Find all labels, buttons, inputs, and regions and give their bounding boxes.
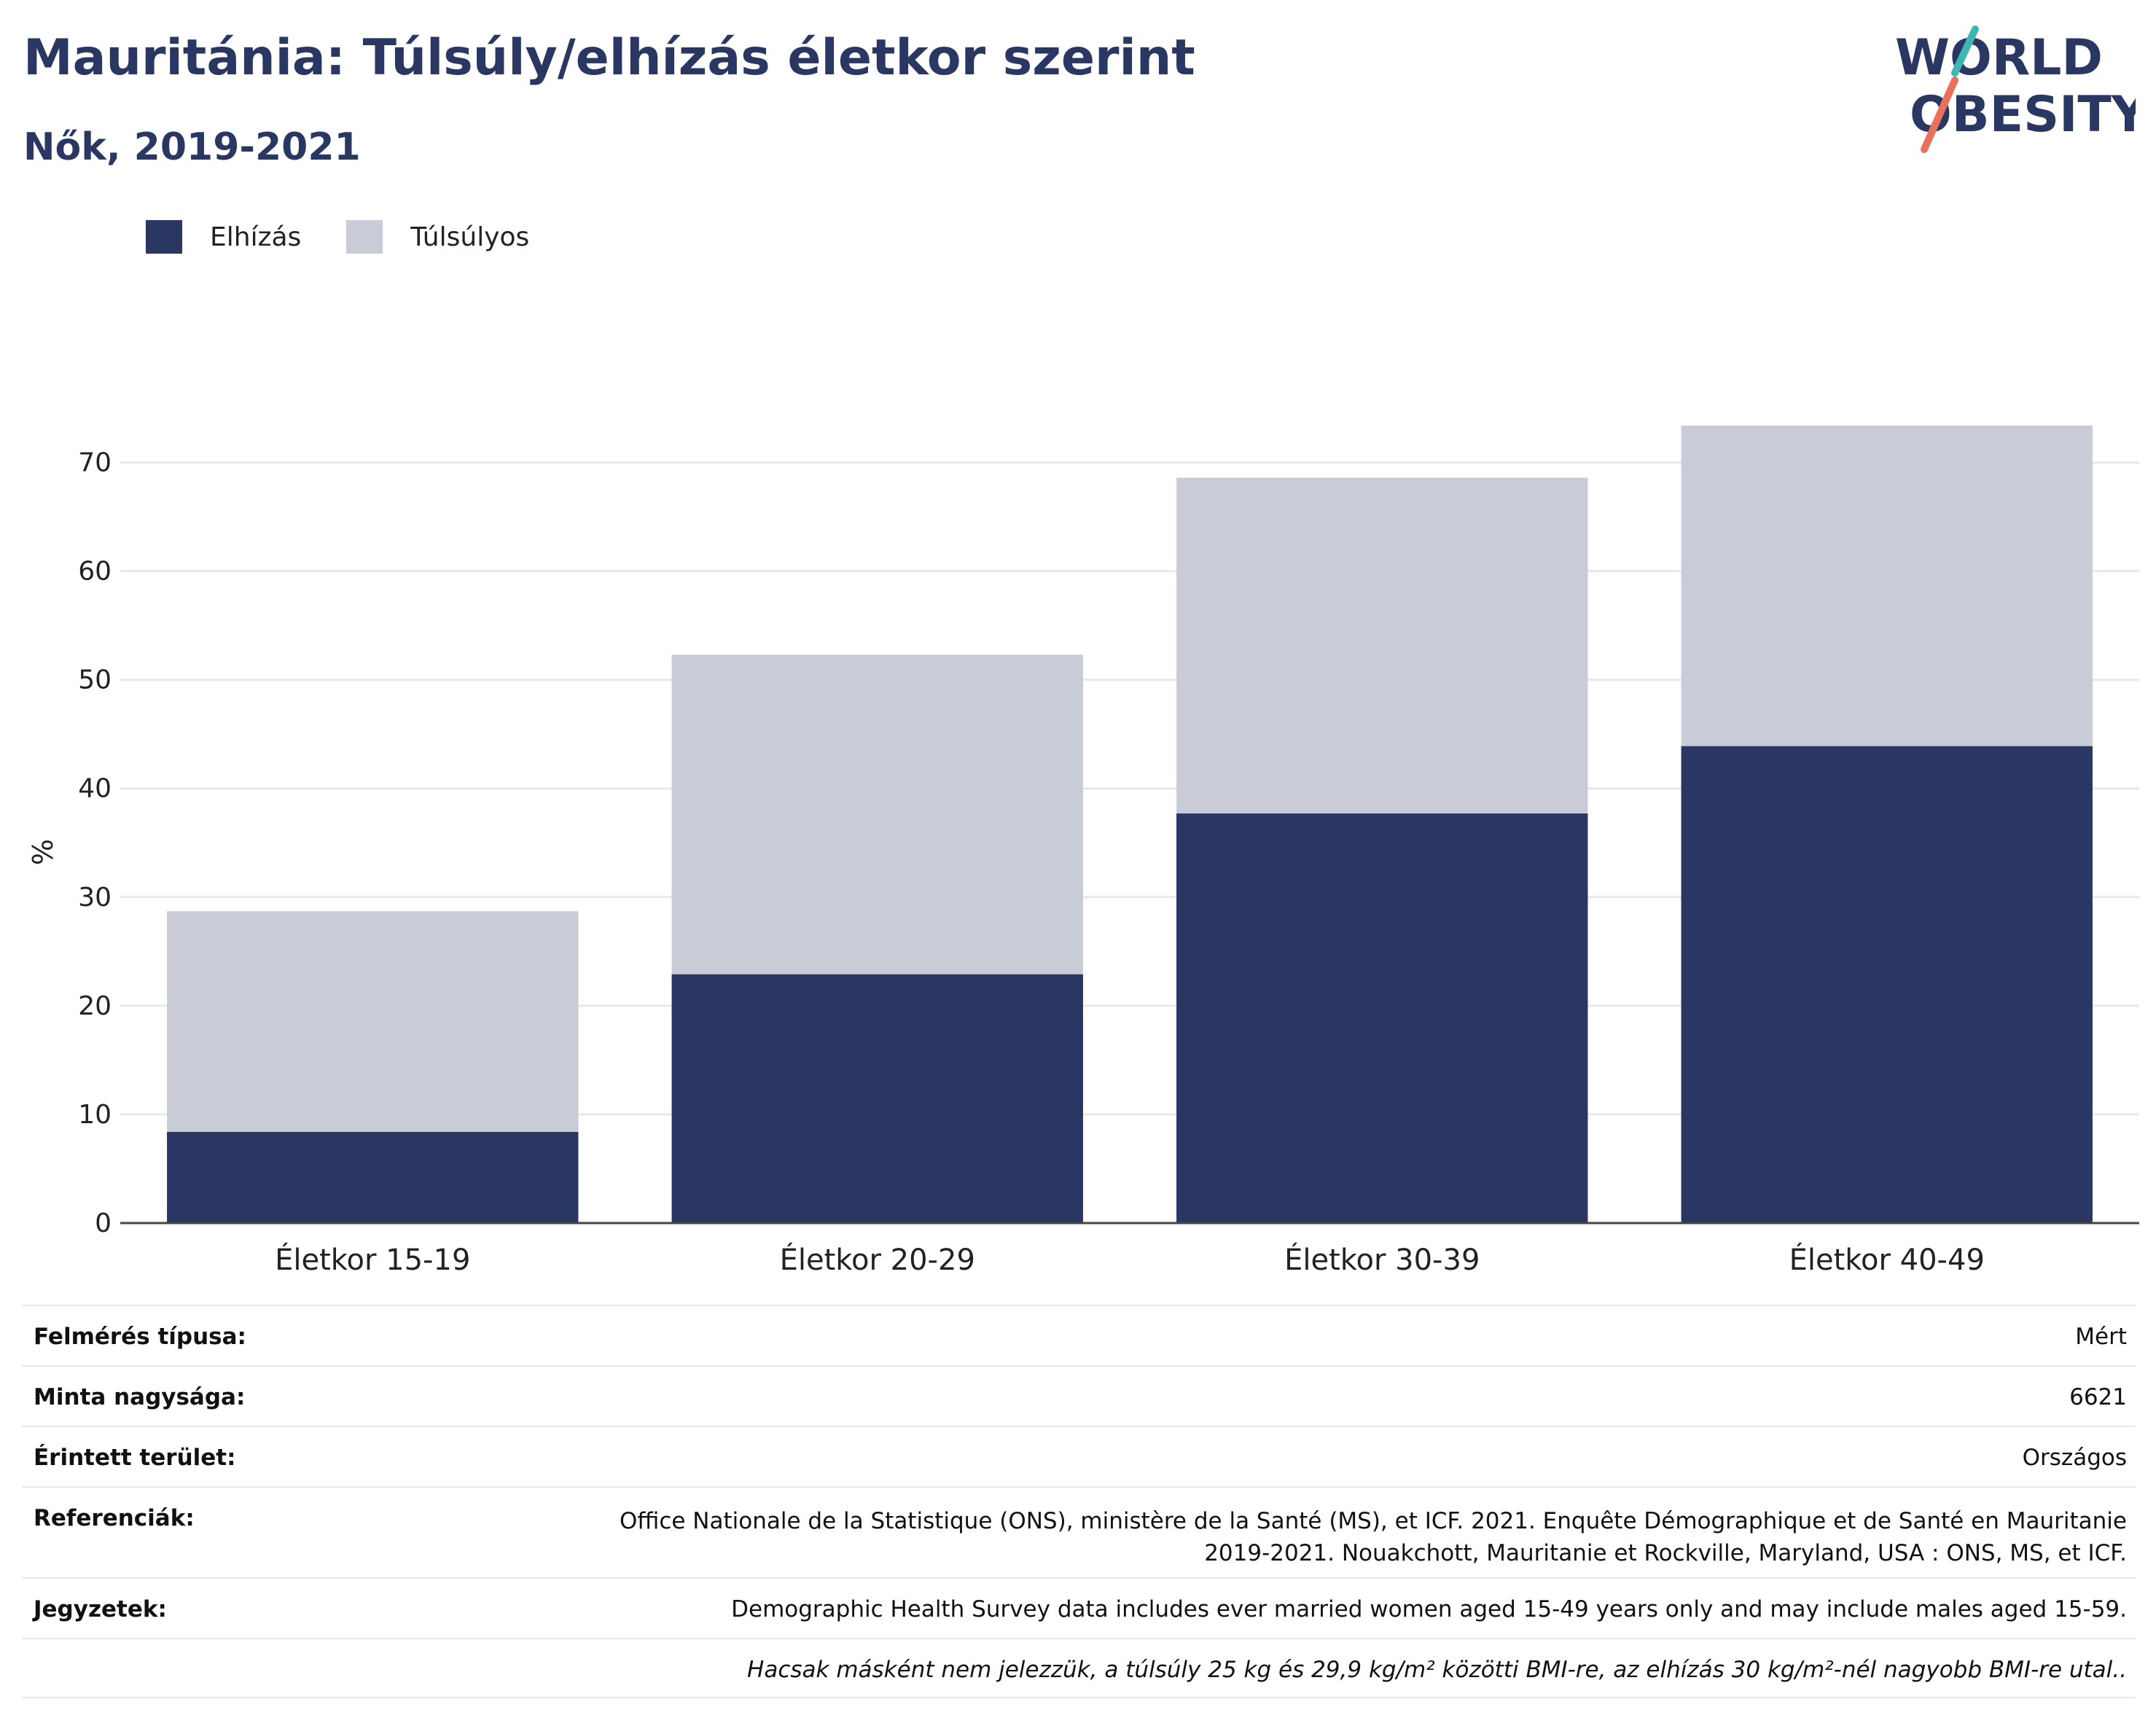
legend-swatch-elhizas [146, 220, 182, 254]
bar-elhizas [671, 974, 1083, 1223]
legend-item-elhizas[interactable]: Elhízás [146, 220, 301, 254]
info-key: Felmérés típusa: [34, 1324, 246, 1350]
y-tick-label: 70 [78, 448, 112, 478]
info-row-notes: Jegyzetek: Demographic Health Survey dat… [22, 1577, 2136, 1638]
legend-swatch-tulsulyos [346, 220, 383, 254]
info-row-survey-type: Felmérés típusa: Mért [22, 1305, 2136, 1365]
y-tick-label: 0 [95, 1208, 112, 1238]
info-row-sample-size: Minta nagysága: 6621 [22, 1365, 2136, 1426]
bar-elhizas [1176, 813, 1588, 1223]
logo-word-world: WORLD [1895, 29, 2103, 87]
legend-label-elhizas: Elhízás [210, 222, 302, 252]
info-value: Office Nationale de la Statistique (ONS)… [619, 1508, 2127, 1566]
bar-tulsulyos [671, 655, 1083, 975]
y-tick-label: 20 [78, 991, 112, 1021]
y-tick-label: 30 [78, 883, 112, 913]
bar-elhizas [167, 1131, 579, 1223]
bar-tulsulyos [1681, 425, 2093, 746]
legend-label-tulsulyos: Túlsúlyos [410, 222, 530, 252]
chart-legend: Elhízás Túlsúlyos [146, 219, 574, 255]
survey-info-table: Felmérés típusa: Mért Minta nagysága: 66… [22, 1305, 2136, 1698]
info-row-footnote: Hacsak másként nem jelezzük, a túlsúly 2… [22, 1638, 2136, 1698]
world-obesity-logo: WORLD OBESITY [1895, 26, 2136, 153]
info-key: Érintett terület: [34, 1445, 236, 1471]
y-tick-label: 60 [78, 557, 112, 587]
bar-tulsulyos [167, 911, 579, 1132]
info-key: Minta nagysága: [34, 1384, 246, 1410]
y-tick-label: 40 [78, 774, 112, 804]
stacked-bar-chart: 0 10 20 30 40 50 60 70% Életkor 15-19 Életkor 20-… [27, 425, 2139, 1277]
footnote-text: Hacsak másként nem jelezzük, a túlsúly 2… [747, 1657, 2127, 1683]
info-value: Demographic Health Survey data includes … [731, 1596, 2127, 1622]
y-tick-label: 10 [78, 1100, 112, 1130]
x-tick-label: Életkor 40-49 [1789, 1242, 1985, 1277]
legend-item-tulsulyos[interactable]: Túlsúlyos [346, 220, 529, 254]
info-value: Országos [2022, 1445, 2127, 1471]
info-row-references: Referenciák: Office Nationale de la Stat… [22, 1486, 2136, 1577]
y-axis-label: % [27, 839, 59, 865]
y-tick-label: 50 [78, 665, 112, 695]
info-value: 6621 [2069, 1384, 2127, 1410]
info-value: Mért [2075, 1324, 2127, 1350]
info-key: Jegyzetek: [34, 1596, 167, 1622]
page-title: Mauritánia: Túlsúly/elhízás életkor szer… [23, 29, 1195, 87]
bar-elhizas [1681, 746, 2093, 1223]
x-tick-label: Életkor 30-39 [1284, 1242, 1480, 1277]
info-key: Referenciák: [34, 1505, 195, 1531]
x-tick-label: Életkor 20-29 [780, 1242, 975, 1277]
x-tick-label: Életkor 15-19 [275, 1242, 470, 1277]
info-row-area: Érintett terület: Országos [22, 1426, 2136, 1486]
page-subtitle: Nők, 2019-2021 [23, 125, 361, 169]
bar-tulsulyos [1176, 477, 1588, 814]
